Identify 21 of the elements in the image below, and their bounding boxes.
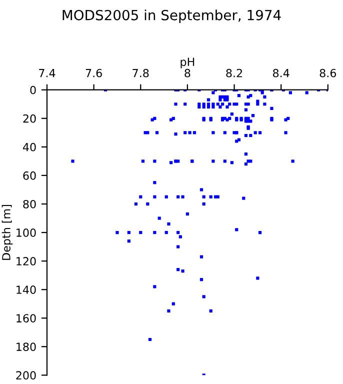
y-tick-label: 200 <box>16 371 36 380</box>
x-axis-title: pH <box>180 58 194 68</box>
y-tick-label: 60 <box>23 171 36 180</box>
y-tick-label: 0 <box>30 86 36 94</box>
chart-title: MODS2005 in September, 1974 <box>62 10 281 24</box>
y-tick-label: 80 <box>23 200 36 208</box>
x-tick-label: 8.2 <box>226 68 242 78</box>
y-tick-label: 140 <box>16 286 36 294</box>
y-tick-label: 120 <box>16 257 36 266</box>
x-tick-label: 8.4 <box>273 68 290 78</box>
y-tick-label: 180 <box>16 342 36 352</box>
x-tick-label: 7.8 <box>132 68 149 78</box>
x-tick-label: 8 <box>184 68 190 78</box>
x-tick-label: 8.6 <box>320 68 336 78</box>
y-tick-label: 20 <box>23 114 36 123</box>
y-tick-label: 100 <box>16 228 36 237</box>
y-tick-label: 40 <box>22 142 36 152</box>
y-axis-title: Depth [m] <box>2 205 13 260</box>
x-tick-label: 7.6 <box>86 68 102 78</box>
y-tick-label: 160 <box>16 314 36 322</box>
x-tick-label: 7.4 <box>39 69 56 78</box>
